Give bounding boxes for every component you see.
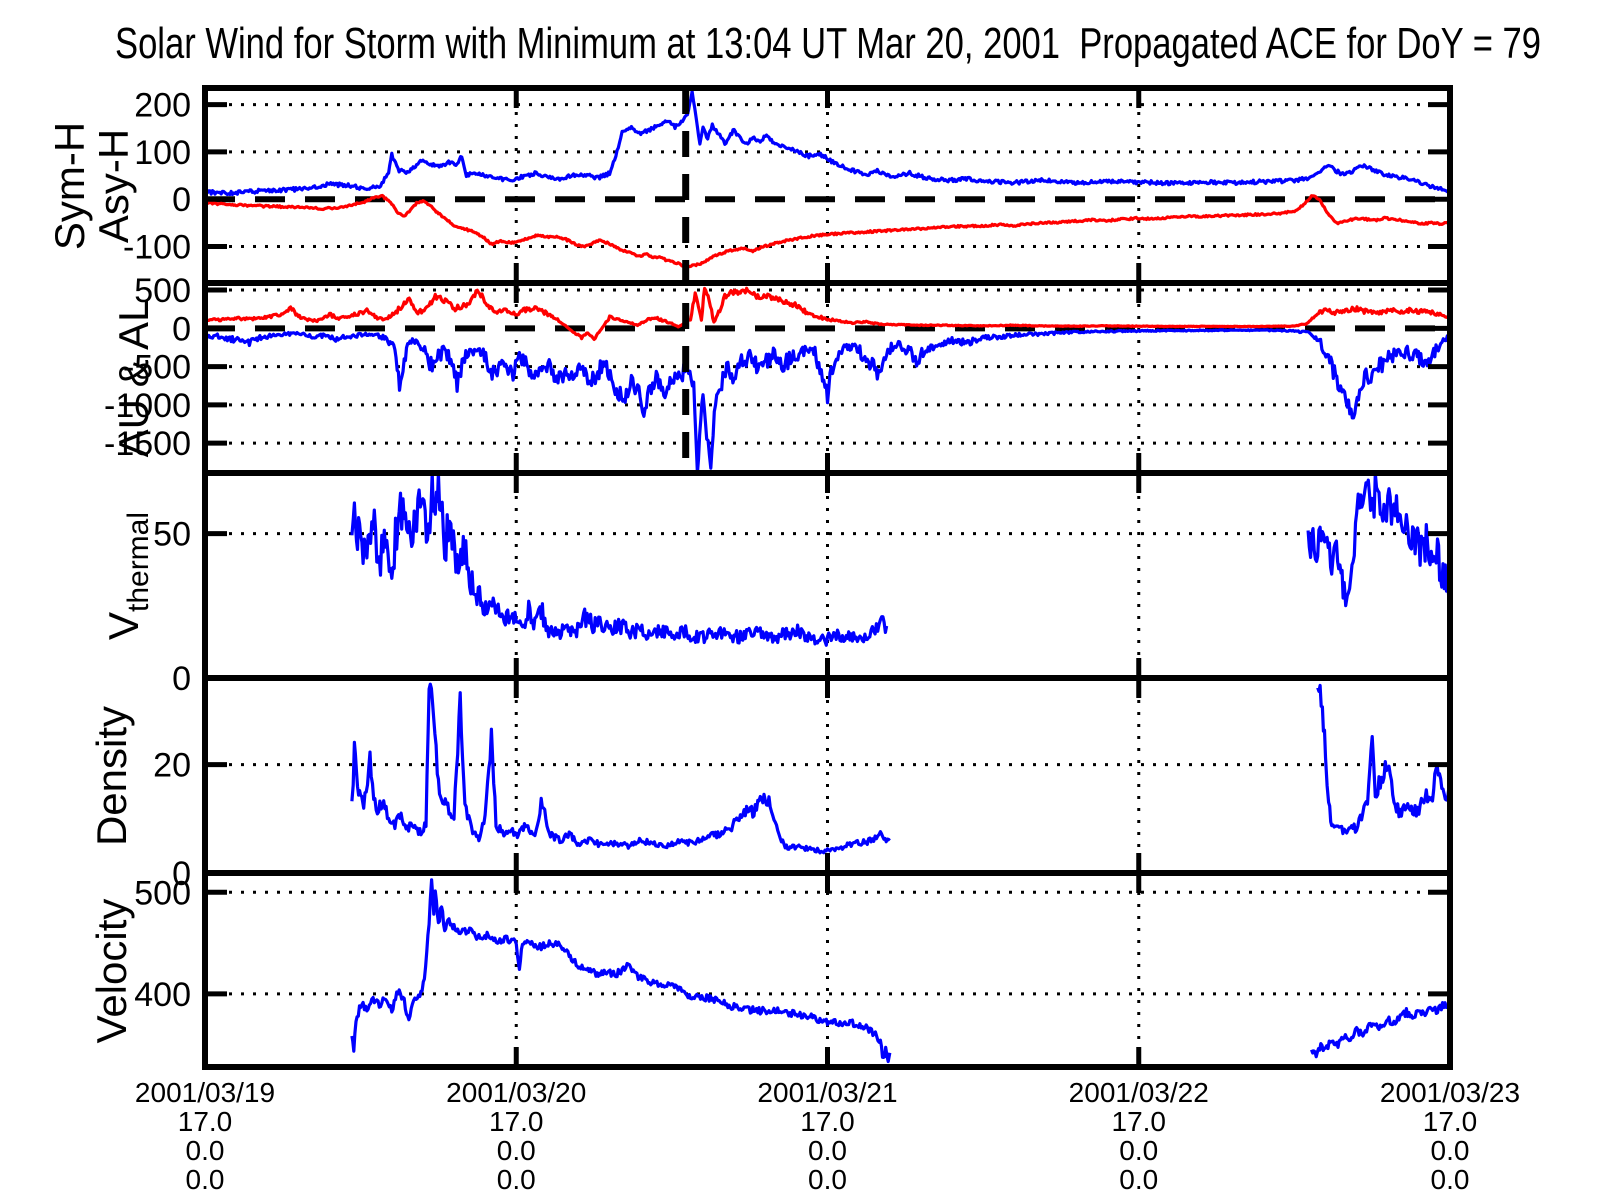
- y-axis-title-asy-h: Asy-H: [90, 129, 137, 243]
- gridlines-layer: [205, 88, 1450, 1067]
- chart-title: Solar Wind for Storm with Minimum at 13:…: [115, 19, 1541, 68]
- y-axis-title-v-thermal: Vthermal: [100, 512, 155, 640]
- x-tick-label-date: 2001/03/23: [1380, 1077, 1520, 1108]
- series-velocity: [1310, 1000, 1450, 1059]
- series-au: [205, 286, 1450, 341]
- x-tick-label-sub: 17.0: [178, 1106, 233, 1137]
- y-tick-label: -1000: [104, 387, 191, 425]
- series-asy-h: [205, 89, 1450, 197]
- x-tick-label-sub: 17.0: [800, 1106, 855, 1137]
- y-tick-label: 0: [172, 181, 191, 219]
- x-tick-label-sub: 17.0: [1423, 1106, 1478, 1137]
- x-tick-label-sub: 0.0: [1431, 1135, 1470, 1166]
- x-tick-label-date: 2001/03/21: [757, 1077, 897, 1108]
- y-tick-label: 20: [153, 747, 191, 785]
- x-tick-label-date: 2001/03/20: [446, 1077, 586, 1108]
- y-tick-label: 400: [134, 976, 191, 1014]
- y-axis-title-density: Density: [88, 706, 135, 846]
- x-tick-label-sub: 0.0: [186, 1164, 225, 1195]
- axis-text-layer: Sym-H Asy-H AU & AL Vthermal Density Vel…: [46, 87, 1520, 1195]
- x-tick-label-sub: 17.0: [1112, 1106, 1167, 1137]
- x-tick-label-date: 2001/03/22: [1069, 1077, 1209, 1108]
- v-thermal-subscript: thermal: [122, 512, 155, 612]
- series-density: [350, 682, 891, 855]
- x-tick-label-sub: 0.0: [1431, 1164, 1470, 1195]
- y-tick-label: -500: [123, 349, 191, 387]
- y-axis-title-sym-h: Sym-H: [46, 122, 93, 250]
- series-v-thermal: [1306, 473, 1450, 608]
- tick-marks-layer: [205, 88, 1450, 1067]
- y-tick-label: 0: [172, 660, 191, 698]
- data-series-layer: [205, 89, 1450, 1064]
- y-tick-label: 50: [153, 516, 191, 554]
- series-sym-h: [205, 193, 1450, 269]
- x-tick-label-sub: 0.0: [1119, 1135, 1158, 1166]
- y-tick-label: 200: [134, 87, 191, 125]
- series-density: [1316, 683, 1450, 836]
- y-tick-label: 500: [134, 874, 191, 912]
- y-tick-label: 0: [172, 310, 191, 348]
- series-al: [205, 328, 1450, 473]
- x-tick-label-sub: 17.0: [489, 1106, 544, 1137]
- y-tick-label: -1500: [104, 425, 191, 463]
- x-tick-label-sub: 0.0: [186, 1135, 225, 1166]
- y-axis-title-au-al: AU & AL: [110, 299, 157, 458]
- series-v-thermal: [350, 473, 889, 647]
- y-tick-label: -100: [123, 229, 191, 267]
- series-velocity: [350, 878, 892, 1064]
- x-tick-label-date: 2001/03/19: [135, 1077, 275, 1108]
- y-tick-label: 0: [172, 855, 191, 893]
- y-tick-label: 500: [134, 272, 191, 310]
- y-axis-title-velocity: Velocity: [88, 899, 135, 1044]
- y-tick-label: 100: [134, 134, 191, 172]
- x-tick-label-sub: 0.0: [1119, 1164, 1158, 1195]
- x-tick-label-sub: 0.0: [808, 1135, 847, 1166]
- x-tick-label-sub: 0.0: [497, 1135, 536, 1166]
- v-thermal-symbol: V: [100, 612, 147, 640]
- x-tick-label-sub: 0.0: [808, 1164, 847, 1195]
- x-tick-label-sub: 0.0: [497, 1164, 536, 1195]
